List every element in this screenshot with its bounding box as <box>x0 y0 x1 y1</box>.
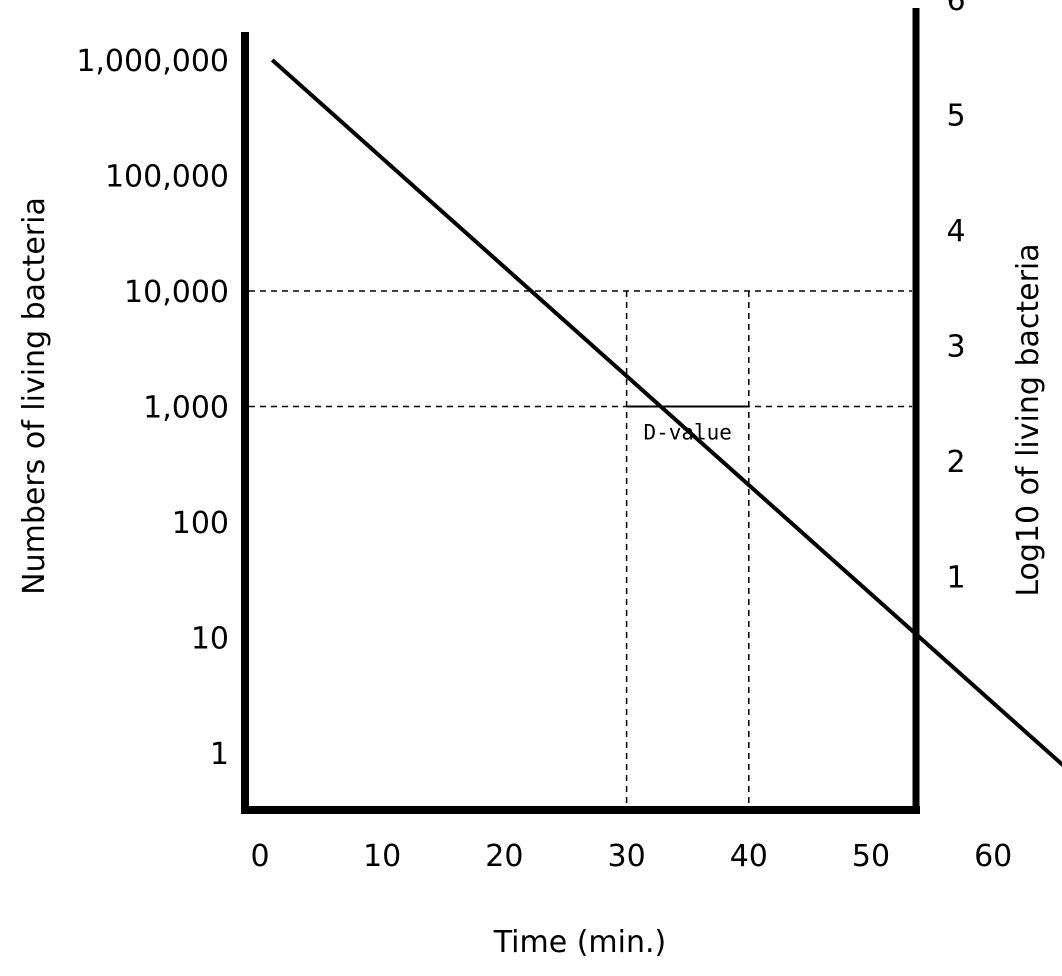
x-tick-label: 30 <box>608 839 646 874</box>
x-tick-label: 60 <box>974 839 1012 874</box>
x-tick-label: 20 <box>485 839 523 874</box>
y2-tick-label: 1 <box>946 560 965 595</box>
y2-tick-label: 6 <box>946 0 965 18</box>
d-value-label: D-value <box>643 421 732 445</box>
y2-tick-label: 3 <box>946 329 965 364</box>
y-tick-label: 10 <box>191 622 229 657</box>
y-tick-label: 1,000,000 <box>76 44 229 79</box>
x-tick-label: 10 <box>363 839 401 874</box>
y2-tick-labels: 1 2 3 4 5 6 <box>946 0 965 595</box>
series-line <box>270 58 1062 767</box>
y-tick-label: 1,000 <box>143 391 229 426</box>
x-tick-label: 0 <box>250 839 269 874</box>
y2-tick-label: 5 <box>946 98 965 133</box>
y2-tick-label: 2 <box>946 445 965 480</box>
series-layer <box>270 58 1062 767</box>
y-tick-label: 1 <box>210 737 229 772</box>
y-tick-label: 10,000 <box>124 275 229 310</box>
y2-tick-label: 4 <box>946 214 965 249</box>
x-tick-label: 50 <box>852 839 890 874</box>
y-axis-title: Numbers of living bacteria <box>17 197 52 595</box>
y-tick-label: 100 <box>172 506 229 541</box>
annotation-layer: D-value <box>626 405 749 445</box>
x-axis-title: Time (min.) <box>493 925 666 960</box>
y-tick-labels: 1 10 100 1,000 10,000 100,000 1,000,000 <box>76 44 229 772</box>
y-tick-label: 100,000 <box>105 160 229 195</box>
x-tick-label: 40 <box>730 839 768 874</box>
y2-axis-title: Log10 of living bacteria <box>1011 243 1046 596</box>
x-tick-labels: 010203040506070 <box>250 839 1012 874</box>
reference-lines <box>249 290 912 806</box>
